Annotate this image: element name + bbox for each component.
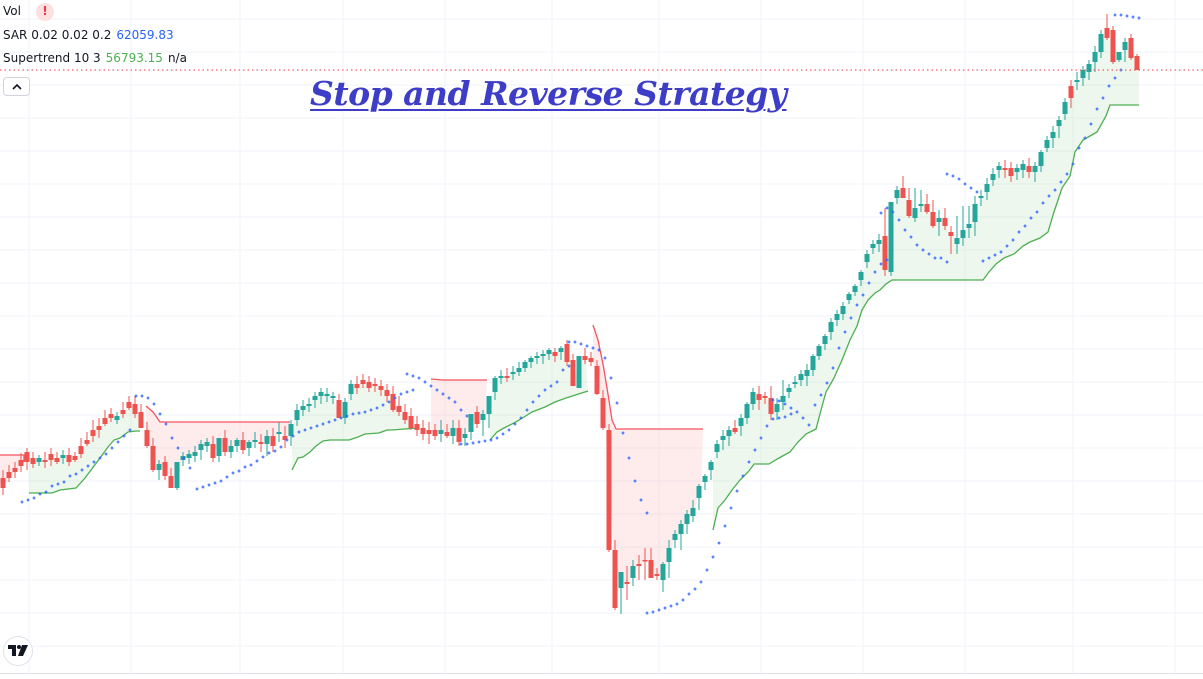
- sar-value: 62059.83: [116, 27, 174, 42]
- sar-label: SAR 0.02 0.02 0.2: [3, 27, 112, 42]
- legend-supertrend[interactable]: Supertrend 10 3 56793.15 n/a: [3, 47, 192, 71]
- indicator-legend: Vol ! SAR 0.02 0.02 0.2 62059.83 Supertr…: [3, 0, 192, 71]
- supertrend-value: 56793.15: [105, 51, 163, 65]
- vol-label: Vol: [3, 4, 21, 18]
- legend-vol[interactable]: Vol !: [3, 0, 192, 24]
- parabolic-sar-dots: [20, 13, 1141, 615]
- candlestick-series: [0, 14, 1140, 614]
- tradingview-logo[interactable]: [3, 636, 33, 666]
- chevron-up-icon: [11, 83, 22, 90]
- tradingview-logo-icon: [8, 645, 28, 656]
- warning-icon[interactable]: !: [35, 2, 54, 21]
- supertrend-extra: n/a: [167, 51, 187, 65]
- chart-bottom-border: [0, 673, 1203, 674]
- legend-sar[interactable]: SAR 0.02 0.02 0.2 62059.83: [3, 24, 192, 48]
- chart-title: Stop and Reverse Strategy: [310, 74, 787, 113]
- collapse-legend-button[interactable]: [3, 77, 30, 96]
- supertrend-fill: [0, 33, 1139, 583]
- supertrend-line: [0, 104, 1139, 531]
- supertrend-label: Supertrend 10 3: [3, 51, 101, 65]
